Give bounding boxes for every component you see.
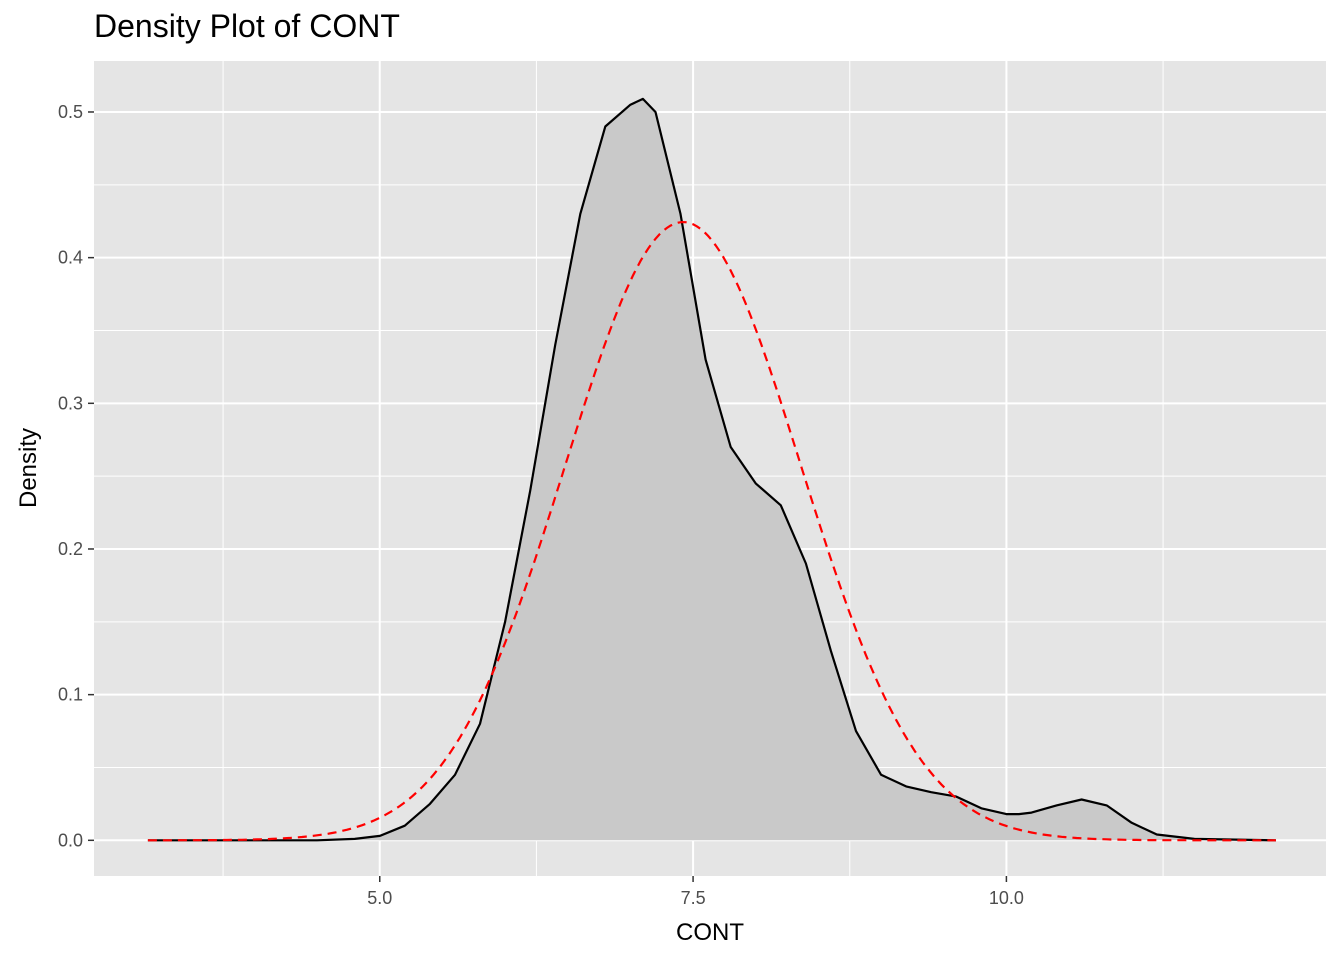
y-tick-label: 0.1 xyxy=(58,685,83,705)
y-axis: 0.0 0.1 0.2 0.3 0.4 0.5 xyxy=(58,102,94,850)
density-area xyxy=(147,98,1276,841)
chart-title: Density Plot of CONT xyxy=(94,8,400,44)
y-tick-label: 0.4 xyxy=(58,248,83,268)
x-tick-label: 10.0 xyxy=(989,888,1024,908)
y-tick-label: 0.0 xyxy=(58,830,83,850)
y-axis-title: Density xyxy=(15,428,42,508)
x-tick-label: 5.0 xyxy=(367,888,392,908)
normal-curve xyxy=(147,220,1276,842)
y-tick-label: 0.3 xyxy=(58,393,83,413)
x-tick-label: 7.5 xyxy=(681,888,706,908)
y-tick-label: 0.5 xyxy=(58,102,83,122)
density-curve xyxy=(147,97,1276,842)
curves xyxy=(147,97,1276,842)
x-axis-title: CONT xyxy=(676,919,744,946)
x-axis: 5.0 7.5 10.0 xyxy=(367,876,1024,908)
y-tick-label: 0.2 xyxy=(58,539,83,559)
